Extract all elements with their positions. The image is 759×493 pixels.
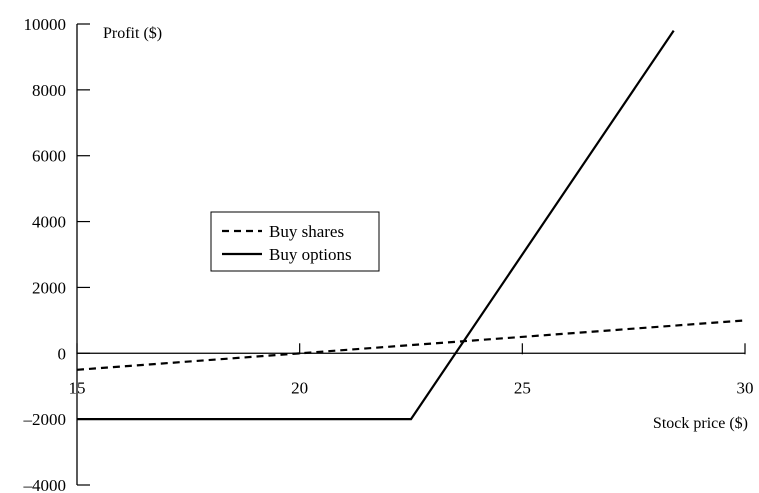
x-tick-label: 15 [69,378,86,397]
x-tick-label: 25 [514,378,531,397]
y-tick-label: –4000 [23,476,67,493]
y-tick-label: 8000 [32,81,66,100]
y-tick-label: 4000 [32,213,66,232]
y-tick-label: 10000 [24,15,67,34]
legend: Buy shares Buy options [210,211,380,272]
x-tick-label: 30 [737,378,754,397]
y-ticks: –4000 –2000 0 2000 4000 6000 8000 10000 [23,15,90,493]
series-line-buy-shares [76,319,746,371]
legend-label: Buy shares [269,222,344,241]
y-tick-label: 0 [58,344,67,363]
x-ticks: 15 20 25 30 [69,343,754,397]
series-line-buy-options [77,29,675,421]
series-group [76,29,746,421]
y-tick-label: –2000 [23,410,67,429]
y-axis-label: Profit ($) [103,25,162,42]
x-axis-label: Stock price ($) [653,415,748,432]
axes [76,24,745,485]
y-tick-label: 2000 [32,278,66,297]
y-tick-label: 6000 [32,147,66,166]
legend-label: Buy options [269,245,352,264]
x-tick-label: 20 [291,378,308,397]
legend-box [210,211,380,272]
